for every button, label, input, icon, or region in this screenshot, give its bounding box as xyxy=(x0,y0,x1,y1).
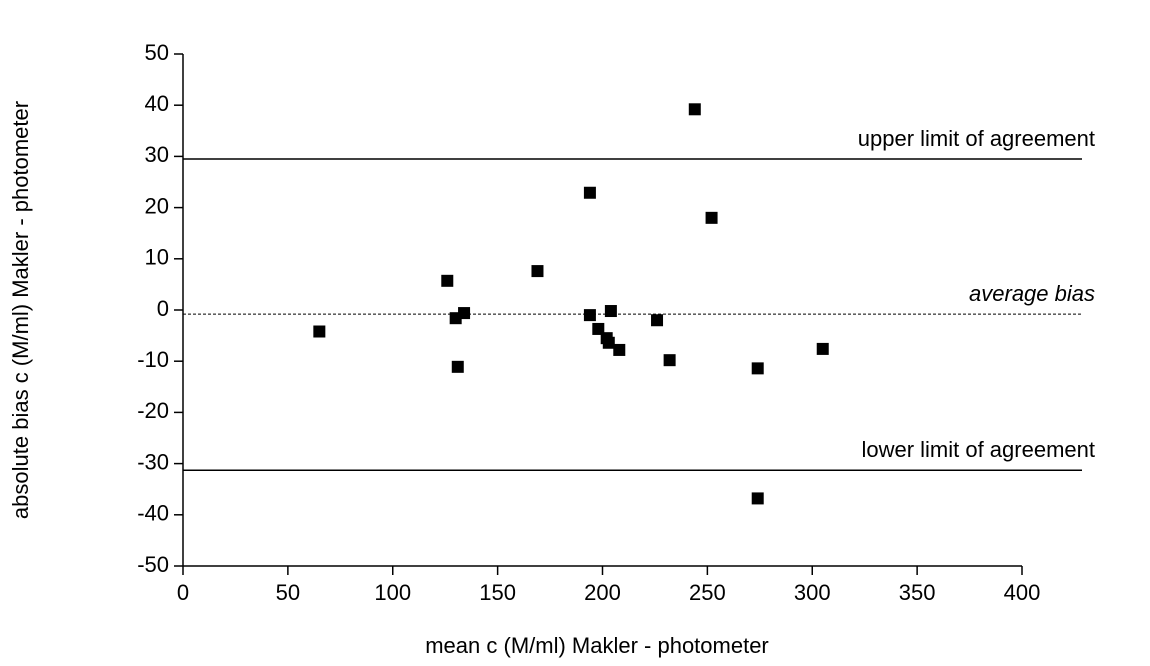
x-tick-label: 0 xyxy=(177,580,189,605)
x-tick-label: 400 xyxy=(1004,580,1041,605)
reference-label: lower limit of agreement xyxy=(861,437,1095,462)
point xyxy=(458,307,471,320)
x-tick-label: 50 xyxy=(276,580,300,605)
y-tick-label: 0 xyxy=(157,296,169,321)
point xyxy=(604,305,617,318)
reference-label: upper limit of agreement xyxy=(858,126,1095,151)
y-tick-label: 50 xyxy=(145,40,169,65)
point xyxy=(651,314,664,327)
point xyxy=(602,336,615,349)
x-tick-label: 200 xyxy=(584,580,621,605)
point xyxy=(531,265,544,278)
x-tick-label: 100 xyxy=(374,580,411,605)
y-tick-label: 30 xyxy=(145,142,169,167)
point xyxy=(705,211,718,224)
point xyxy=(663,354,676,367)
reference-label: average bias xyxy=(969,281,1095,306)
y-axis-label: absolute bias c (M/ml) Makler - photomet… xyxy=(8,101,33,519)
point xyxy=(751,492,764,505)
x-tick-label: 350 xyxy=(899,580,936,605)
point xyxy=(313,325,326,338)
y-tick-label: -40 xyxy=(137,501,169,526)
x-tick-label: 300 xyxy=(794,580,831,605)
y-tick-label: -20 xyxy=(137,398,169,423)
point xyxy=(592,322,605,335)
x-tick-label: 250 xyxy=(689,580,726,605)
point xyxy=(583,186,596,199)
point xyxy=(816,342,829,355)
y-tick-label: 40 xyxy=(145,91,169,116)
y-tick-label: -30 xyxy=(137,449,169,474)
y-tick-label: 10 xyxy=(145,245,169,270)
point xyxy=(583,309,596,322)
y-tick-label: 20 xyxy=(145,193,169,218)
y-tick-label: -10 xyxy=(137,347,169,372)
point xyxy=(688,103,701,116)
point xyxy=(451,360,464,373)
point xyxy=(613,343,626,356)
y-tick-label: -50 xyxy=(137,552,169,577)
point xyxy=(441,274,454,287)
x-tick-label: 150 xyxy=(479,580,516,605)
point xyxy=(751,362,764,375)
x-axis-label: mean c (M/ml) Makler - photometer xyxy=(425,633,769,658)
